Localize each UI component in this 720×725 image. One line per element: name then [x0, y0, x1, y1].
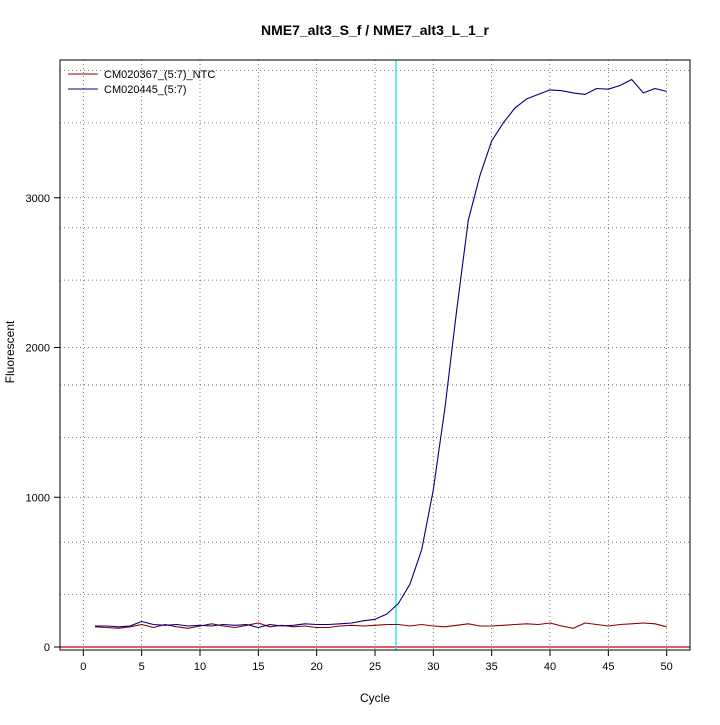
series-line-1 — [94, 622, 667, 629]
y-tick-label: 0 — [44, 642, 50, 654]
x-tick-label: 25 — [369, 661, 381, 673]
x-tick-label: 10 — [194, 661, 206, 673]
legend-label-1: CM020367_(5:7)_NTC — [104, 69, 215, 81]
x-tick-label: 0 — [80, 661, 86, 673]
series-line-2 — [95, 78, 667, 629]
marker-layer — [60, 60, 690, 650]
grid-layer — [60, 60, 690, 650]
x-tick-label: 50 — [661, 661, 673, 673]
x-tick-label: 5 — [139, 661, 145, 673]
y-tick-label: 2000 — [26, 343, 50, 355]
x-tick-label: 45 — [602, 661, 614, 673]
x-tick-label: 35 — [486, 661, 498, 673]
x-tick-label: 30 — [427, 661, 439, 673]
x-tick-label: 20 — [311, 661, 323, 673]
axis-layer: 0 5 10 15 20 25 30 35 40 45 50 0 1000 2000 3000 — [26, 193, 673, 673]
legend: CM020367_(5:7)_NTC CM020445_(5:7) — [68, 69, 215, 96]
y-tick-label: 1000 — [26, 492, 50, 504]
chart-title: NME7_alt3_S_f / NME7_alt3_L_1_r — [261, 22, 490, 38]
x-axis-label: Cycle — [360, 691, 390, 705]
x-tick-label: 40 — [544, 661, 556, 673]
series-layer — [94, 78, 667, 629]
y-tick-label: 3000 — [26, 193, 50, 205]
y-axis-label: Fluorescent — [3, 320, 17, 383]
x-tick-label: 15 — [252, 661, 264, 673]
legend-label-2: CM020445_(5:7) — [104, 84, 187, 96]
